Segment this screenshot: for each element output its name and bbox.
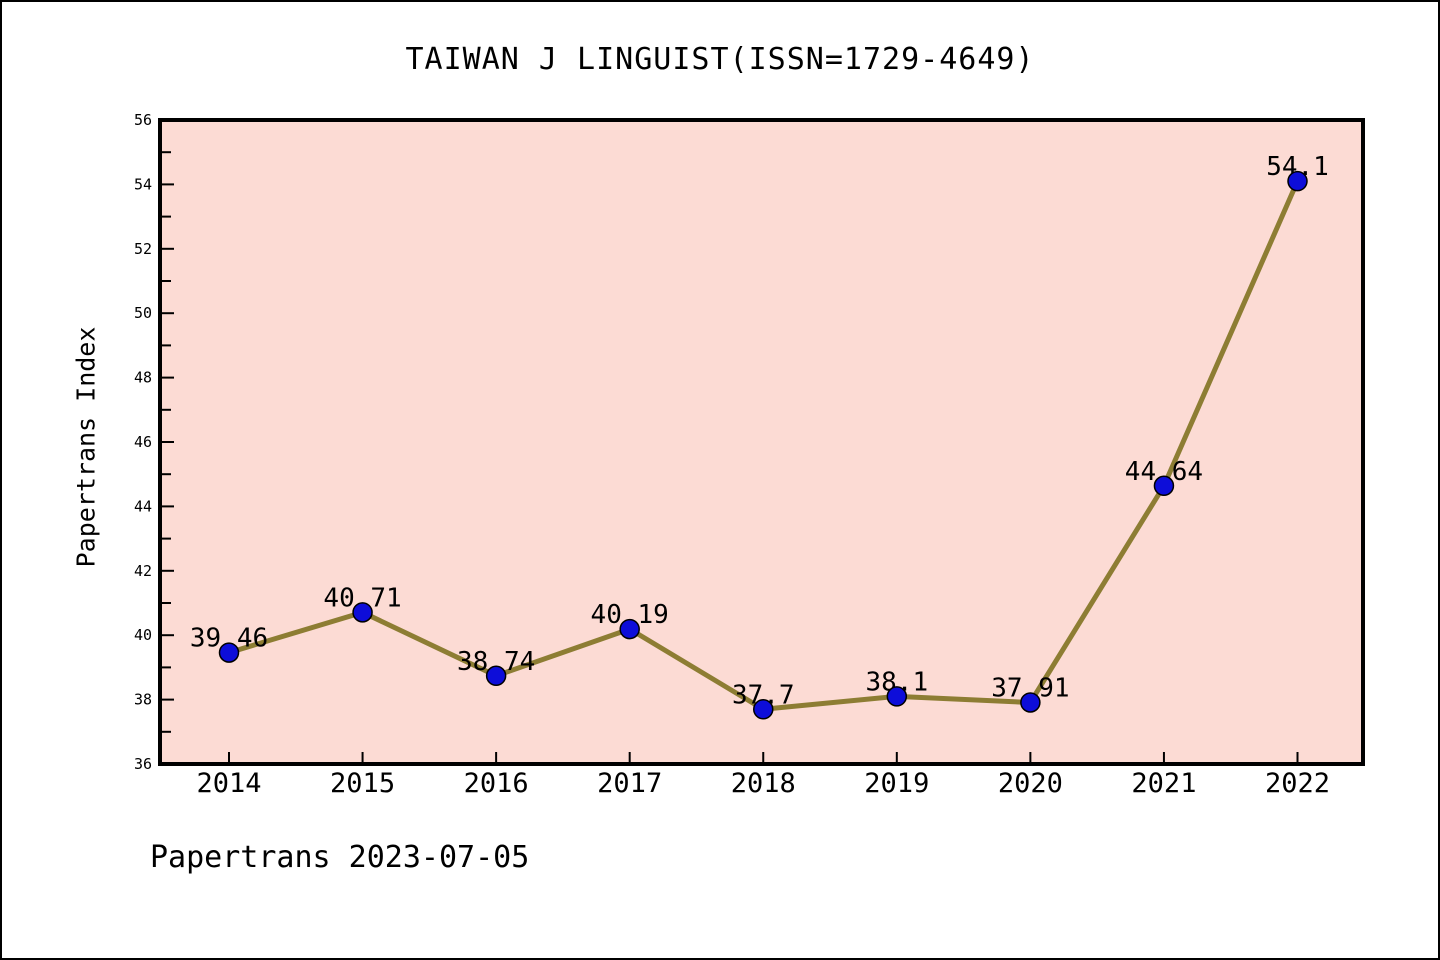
data-point — [352, 602, 373, 623]
data-point — [619, 618, 640, 640]
y-tick-label: 56 — [134, 111, 152, 129]
x-tick-label: 2022 — [1265, 768, 1330, 799]
x-tick-label: 2014 — [196, 768, 261, 799]
data-point — [485, 665, 507, 687]
y-tick-label: 40 — [134, 626, 152, 644]
x-tick-label: 2018 — [731, 768, 796, 799]
plot-area — [158, 118, 1365, 766]
chart-title: TAIWAN J LINGUIST(ISSN=1729-4649) — [405, 42, 1035, 77]
y-tick-label: 42 — [134, 562, 152, 580]
data-point — [1153, 475, 1175, 497]
footer-text: Papertrans 2023-07-05 — [150, 840, 530, 875]
x-tick-label: 2019 — [864, 768, 929, 799]
x-tick-label: 2015 — [330, 768, 395, 799]
y-tick-label: 36 — [134, 755, 152, 773]
data-point — [218, 642, 240, 663]
y-tick-label: 46 — [134, 433, 152, 451]
y-tick-label: 52 — [134, 240, 152, 258]
y-tick-label: 44 — [134, 497, 152, 515]
y-tick-label: 54 — [134, 175, 152, 193]
x-tick-label: 2020 — [998, 768, 1063, 799]
x-tick-label: 2021 — [1131, 768, 1196, 799]
data-point — [1287, 170, 1308, 192]
data-point — [753, 699, 774, 720]
x-tick-label: 2016 — [464, 768, 529, 799]
y-tick-label: 50 — [134, 304, 152, 322]
data-point — [1020, 692, 1041, 713]
y-tick-label: 48 — [134, 369, 152, 387]
data-point — [886, 686, 908, 707]
y-tick-label: 38 — [134, 691, 152, 709]
x-tick-label: 2017 — [597, 768, 662, 799]
